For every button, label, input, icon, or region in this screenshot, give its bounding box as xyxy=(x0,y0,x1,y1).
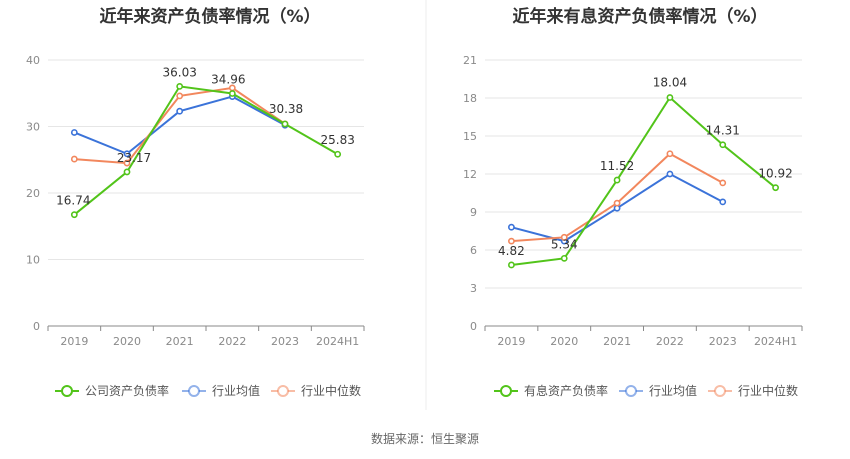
source-label: 数据来源：恒生聚源 xyxy=(371,431,479,446)
data-point xyxy=(70,155,78,163)
legend-marker xyxy=(500,385,512,397)
data-label: 34.96 xyxy=(211,73,245,87)
data-point xyxy=(666,150,674,158)
y-tick-label: 0 xyxy=(33,320,40,333)
legend-label: 行业均值 xyxy=(649,383,697,398)
x-tick-label: 2020 xyxy=(550,335,578,348)
x-tick-label: 2022 xyxy=(656,335,684,348)
data-point xyxy=(666,94,674,101)
data-point xyxy=(123,159,131,167)
x-tick-label: 2020 xyxy=(113,335,141,348)
data-label: 18.04 xyxy=(653,75,687,89)
data-point xyxy=(281,120,289,128)
x-tick-label: 2023 xyxy=(271,335,299,348)
data-label: 25.83 xyxy=(320,133,354,147)
chart-title: 近年来资产负债率情况（%） xyxy=(99,6,320,27)
legend-label: 行业均值 xyxy=(212,383,260,398)
x-tick-label: 2021 xyxy=(603,335,631,348)
y-tick-label: 40 xyxy=(26,54,40,67)
legend-label: 公司资产负债率 xyxy=(85,383,169,398)
data-point xyxy=(613,176,621,184)
x-tick-label: 2023 xyxy=(709,335,737,348)
data-label: 36.03 xyxy=(162,65,196,79)
y-tick-label: 21 xyxy=(463,54,477,67)
data-point xyxy=(719,179,727,187)
data-point xyxy=(772,184,779,192)
data-point xyxy=(123,168,131,176)
data-point xyxy=(666,170,674,178)
y-tick-label: 3 xyxy=(470,282,477,295)
data-point xyxy=(176,107,184,115)
legend-label: 行业中位数 xyxy=(738,383,798,398)
legend-marker xyxy=(61,385,73,397)
data-point xyxy=(70,129,78,136)
x-tick-label: 2019 xyxy=(497,335,525,348)
data-label: 30.38 xyxy=(269,102,303,116)
data-point xyxy=(508,261,515,269)
legend-marker xyxy=(188,385,200,397)
x-tick-label: 2024H1 xyxy=(316,335,359,348)
data-point xyxy=(613,199,621,207)
data-label: 16.74 xyxy=(56,194,90,208)
x-tick-label: 2022 xyxy=(218,335,246,348)
data-label: 23.17 xyxy=(117,151,151,165)
data-point xyxy=(176,92,184,100)
legend-label: 有息资产负债率 xyxy=(524,383,608,398)
data-point xyxy=(560,233,568,241)
data-point xyxy=(123,150,131,158)
x-tick-label: 2021 xyxy=(166,335,194,348)
chart-panel-2: 近年来有息资产负债率情况（%） 0 3 6 9 12 15 18 21 2019 2020 2021 2… xyxy=(463,6,803,398)
data-point xyxy=(508,223,515,231)
data-point xyxy=(719,141,727,149)
data-point xyxy=(719,198,727,206)
series-line-1 xyxy=(73,85,339,216)
chart-title: 近年来有息资产负债率情况（%） xyxy=(512,6,767,27)
data-point xyxy=(334,150,342,158)
y-tick-label: 30 xyxy=(26,121,40,134)
data-label: 11.52 xyxy=(600,159,634,173)
data-label: 10.92 xyxy=(758,167,792,181)
data-point xyxy=(228,90,236,97)
y-tick-label: 12 xyxy=(463,168,477,181)
chart-panel-1: 近年来资产负债率情况（%） 0 10 20 30 40 2019 2020 2021 2022 20… xyxy=(26,6,365,398)
y-tick-label: 20 xyxy=(26,187,40,200)
y-tick-label: 9 xyxy=(470,206,477,219)
y-tick-label: 15 xyxy=(463,130,477,143)
data-point xyxy=(560,254,568,262)
legend-marker xyxy=(277,385,289,397)
data-point xyxy=(176,83,184,90)
data-point xyxy=(70,211,78,219)
data-label: 5.34 xyxy=(551,237,578,251)
y-tick-label: 0 xyxy=(470,320,477,333)
data-point xyxy=(508,237,515,245)
legend-marker xyxy=(714,385,726,397)
data-label: 4.82 xyxy=(498,244,525,258)
series-line-1 xyxy=(511,95,777,266)
x-tick-label: 2019 xyxy=(60,335,88,348)
data-label: 14.31 xyxy=(706,124,740,138)
legend-marker xyxy=(625,385,637,397)
legend-label: 行业中位数 xyxy=(301,383,361,398)
x-tick-label: 2024H1 xyxy=(754,335,797,348)
y-tick-label: 6 xyxy=(470,244,477,257)
y-tick-label: 18 xyxy=(463,92,477,105)
y-tick-label: 10 xyxy=(26,254,40,267)
